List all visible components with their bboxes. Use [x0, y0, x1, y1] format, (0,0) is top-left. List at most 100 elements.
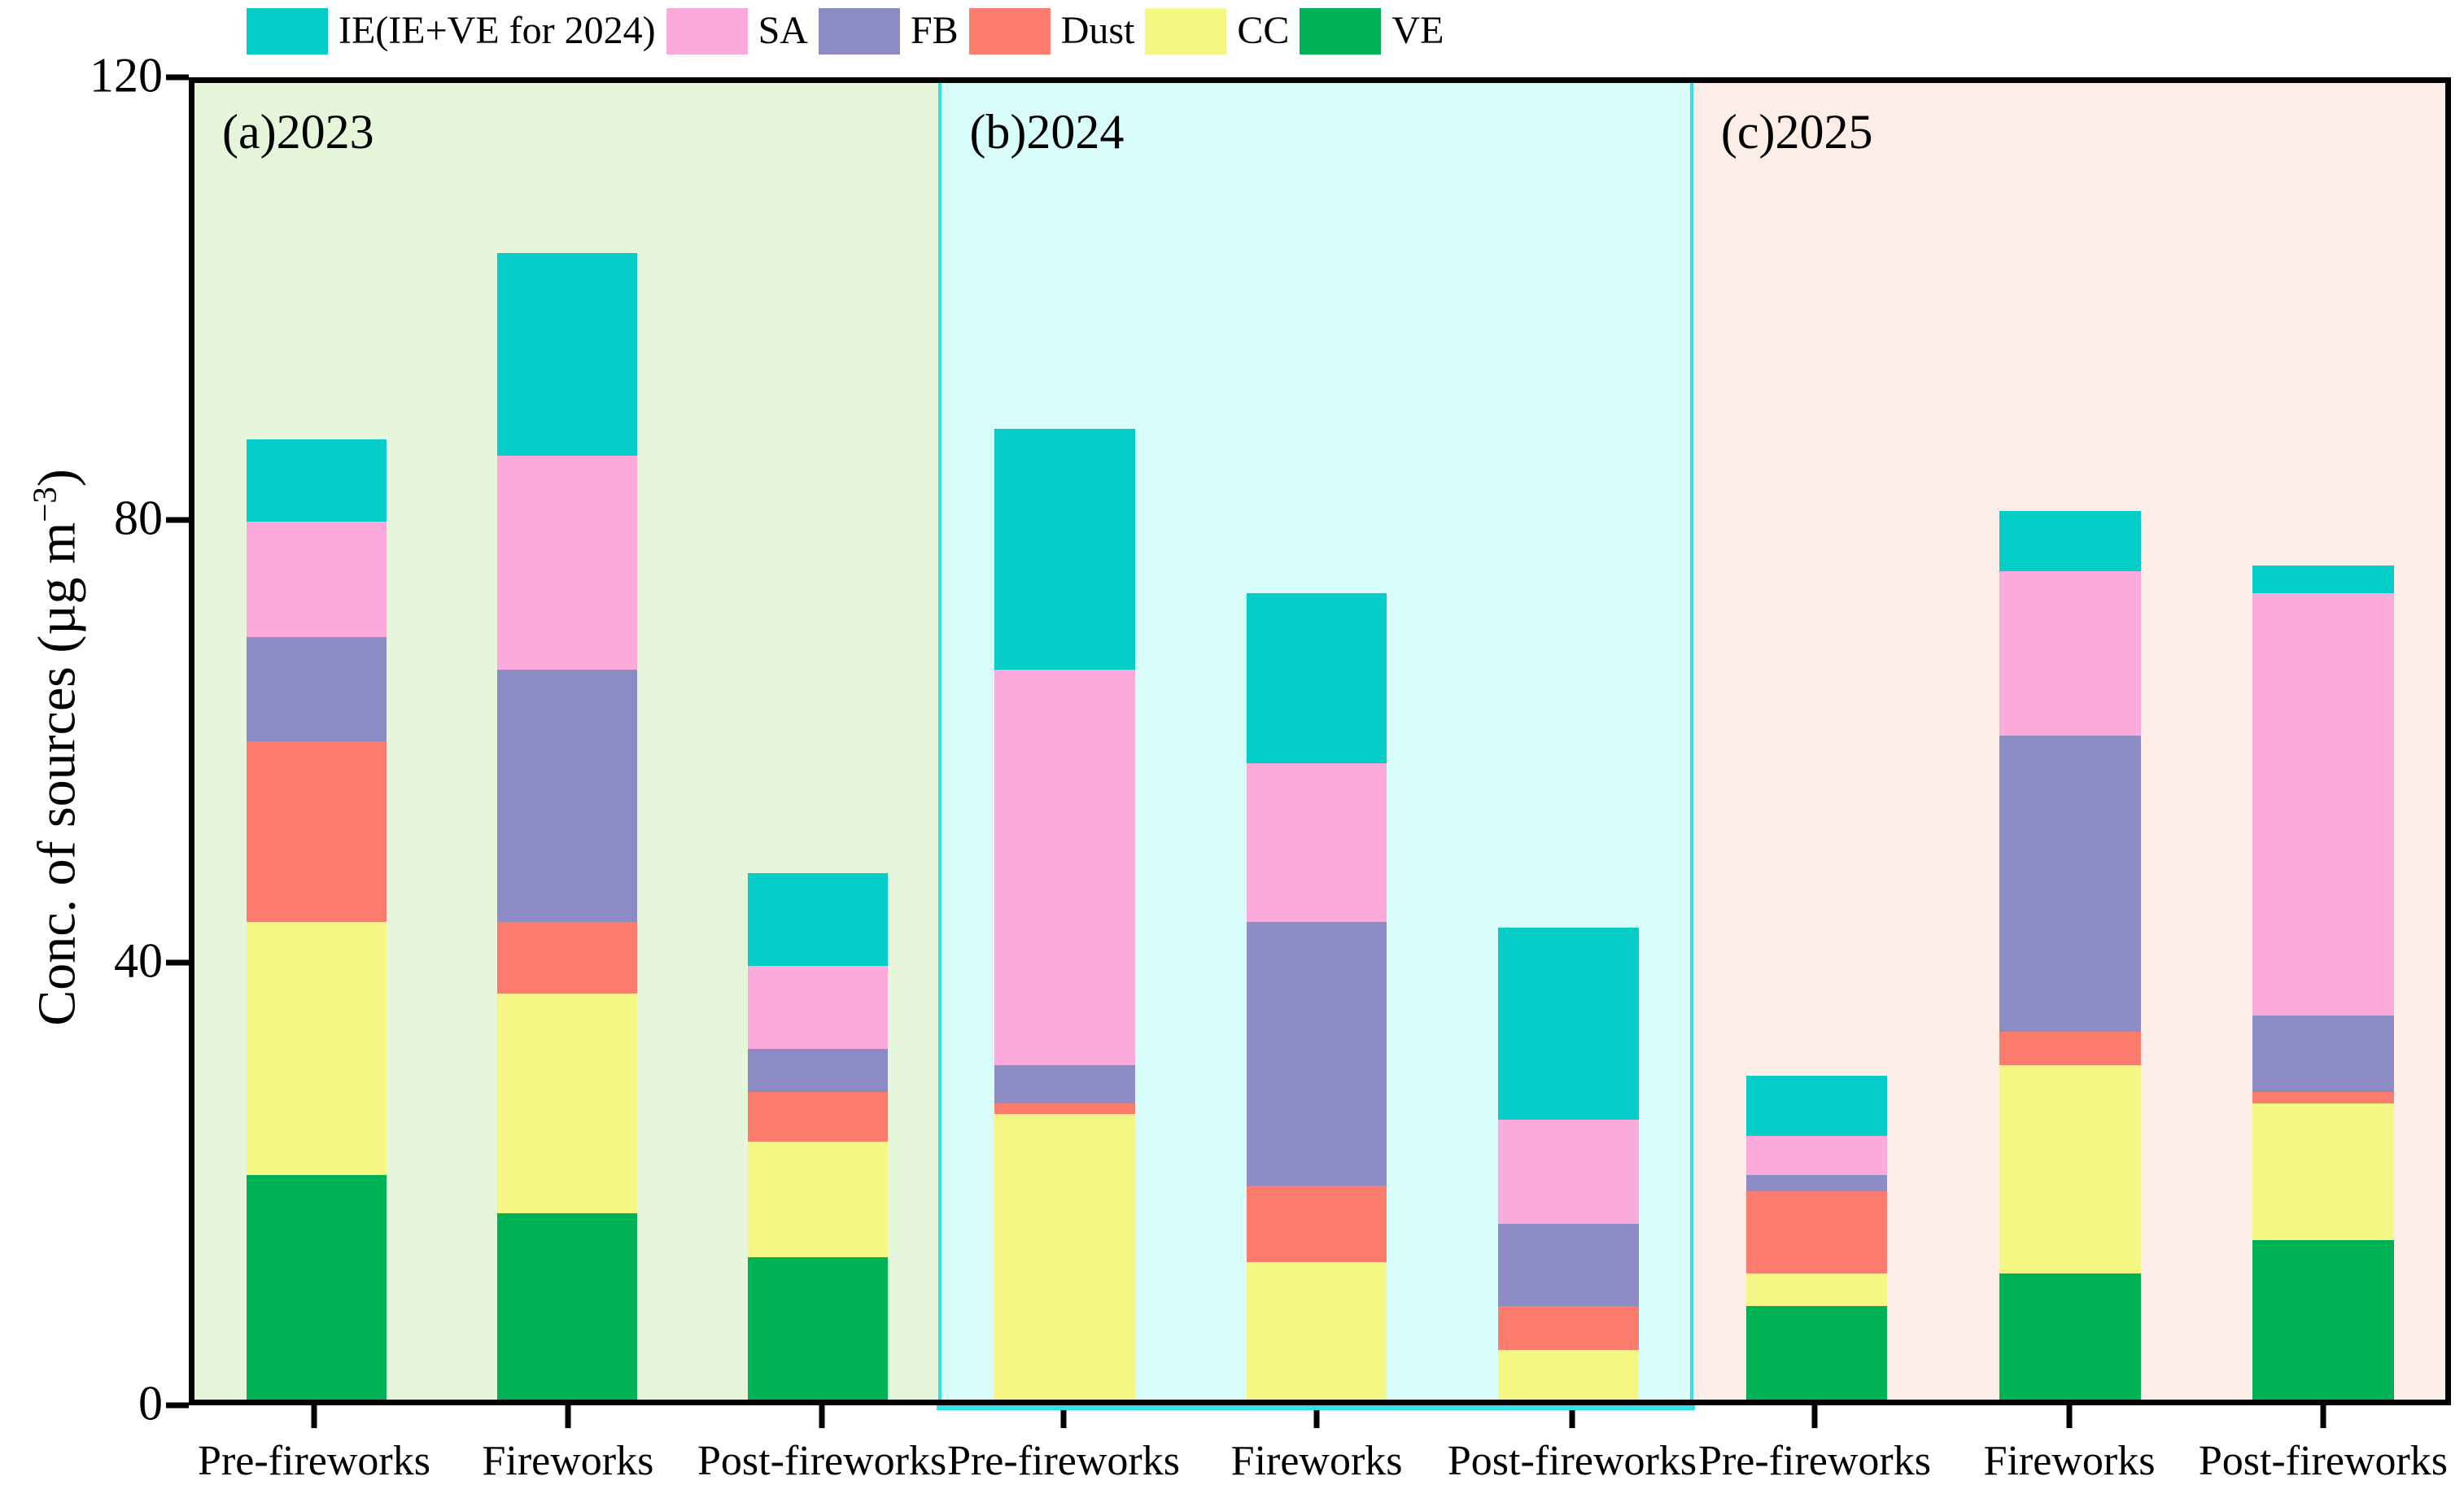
segment-VE-2023-post-fireworks: [748, 1256, 889, 1400]
segment-CC-2023-pre-fireworks: [247, 922, 387, 1175]
segment-VE-2025-fireworks: [1999, 1273, 2141, 1400]
segment-FB-2025-fireworks: [1999, 736, 2141, 1033]
cc-color-swatch: [1145, 7, 1227, 55]
ve-color-swatch: [1300, 7, 1382, 55]
legend-label-fb: FB: [910, 9, 959, 52]
y-tick-mark-120: [166, 74, 189, 81]
segment-Dust-2024-pre-fireworks: [994, 1103, 1135, 1115]
segment-CC-2023-fireworks: [497, 994, 638, 1213]
legend-item-dust: Dust: [968, 7, 1146, 55]
segment-FB-2023-fireworks: [497, 670, 638, 923]
segment-IE-2023-pre-fireworks: [247, 439, 387, 522]
segment-Dust-2024-post-fireworks: [1498, 1306, 1640, 1351]
y-tick-mark-80: [166, 517, 189, 523]
x-label-2024-post: Post-fireworks: [1447, 1438, 1697, 1484]
segment-SA-2025-post-fireworks: [2252, 592, 2395, 1016]
segment-VE-2023-pre-fireworks: [247, 1174, 387, 1400]
x-tick-2024-fire: [1313, 1405, 1320, 1428]
segment-VE-2025-pre-fireworks: [1745, 1306, 1888, 1400]
segment-IE-2024-pre-fireworks: [994, 428, 1135, 671]
x-tick-2024-pre: [1060, 1405, 1067, 1428]
segment-Dust-2023-pre-fireworks: [247, 740, 387, 923]
panel-2024: (b)2024: [938, 83, 1693, 1400]
segment-FB-2024-pre-fireworks: [994, 1064, 1135, 1103]
segment-Dust-2024-fireworks: [1246, 1186, 1387, 1263]
segment-SA-2023-post-fireworks: [748, 966, 889, 1049]
segment-Dust-2025-pre-fireworks: [1745, 1190, 1888, 1273]
segment-IE-2023-fireworks: [497, 253, 638, 456]
segment-CC-2025-fireworks: [1999, 1064, 2141, 1273]
x-label-2025-pre: Pre-fireworks: [1698, 1438, 1931, 1484]
segment-SA-2024-pre-fireworks: [994, 670, 1135, 1065]
segment-SA-2024-post-fireworks: [1498, 1120, 1640, 1225]
segment-SA-2023-pre-fireworks: [247, 522, 387, 637]
bar-2023-fireworks: [497, 253, 638, 1400]
segment-CC-2025-post-fireworks: [2252, 1103, 2395, 1241]
y-tick-label-120: 120: [90, 48, 163, 103]
segment-FB-2025-pre-fireworks: [1745, 1174, 1888, 1191]
segment-FB-2024-fireworks: [1246, 922, 1387, 1186]
segment-IE-2025-fireworks: [1999, 510, 2141, 572]
bar-2024-pre-fireworks: [994, 428, 1135, 1400]
panel-2025: (c)2025: [1693, 83, 2445, 1400]
bar-2025-fireworks: [1999, 510, 2141, 1400]
bar-2023-post-fireworks: [748, 872, 889, 1400]
panel-label-2024: (b)2024: [969, 105, 1125, 159]
segment-CC-2024-fireworks: [1246, 1262, 1387, 1400]
bar-2024-post-fireworks: [1498, 928, 1640, 1400]
segment-VE-2023-fireworks: [497, 1212, 638, 1400]
segment-FB-2023-post-fireworks: [748, 1048, 889, 1093]
bar-2023-pre-fireworks: [247, 439, 387, 1400]
segment-CC-2024-pre-fireworks: [994, 1114, 1135, 1400]
y-tick-mark-40: [166, 959, 189, 966]
segment-IE-2024-fireworks: [1246, 592, 1387, 763]
legend-item-ie: IE(IE+VE for 2024): [247, 7, 666, 55]
x-tick-2023-post: [819, 1405, 825, 1428]
y-tick-label-0: 0: [138, 1376, 163, 1431]
plot-area: (a)2023 (b)2024 (c)2025: [189, 77, 2451, 1405]
segment-FB-2024-post-fireworks: [1498, 1224, 1640, 1307]
x-tick-2025-pre: [1811, 1405, 1818, 1428]
x-label-2025-post: Post-fireworks: [2198, 1438, 2449, 1484]
segment-CC-2023-post-fireworks: [748, 1142, 889, 1257]
panel-label-2023: (a)2023: [222, 105, 374, 159]
segment-IE-2025-post-fireworks: [2252, 566, 2395, 593]
sa-color-swatch: [666, 7, 748, 55]
segment-FB-2023-pre-fireworks: [247, 636, 387, 741]
x-tick-2023-pre: [311, 1405, 317, 1428]
segment-Dust-2025-post-fireworks: [2252, 1092, 2395, 1103]
legend-label-cc: CC: [1237, 9, 1290, 52]
legend-item-cc: CC: [1145, 7, 1300, 55]
segment-CC-2024-post-fireworks: [1498, 1350, 1640, 1400]
bar-2024-fireworks: [1246, 592, 1387, 1400]
segment-SA-2024-fireworks: [1246, 762, 1387, 923]
segment-SA-2025-pre-fireworks: [1745, 1136, 1888, 1175]
legend-item-ve: VE: [1300, 7, 1454, 55]
segment-IE-2025-pre-fireworks: [1745, 1076, 1888, 1137]
x-label-2023-pre: Pre-fireworks: [198, 1438, 430, 1484]
bar-2025-pre-fireworks: [1745, 1076, 1888, 1400]
panel-label-2025: (c)2025: [1720, 105, 1873, 159]
x-label-2023-post: Post-fireworks: [697, 1438, 947, 1484]
legend-item-sa: SA: [666, 7, 819, 55]
x-tick-2024-post: [1569, 1405, 1575, 1428]
segment-VE-2025-post-fireworks: [2252, 1240, 2395, 1400]
y-tick-mark-0: [166, 1402, 189, 1409]
segment-Dust-2025-fireworks: [1999, 1032, 2141, 1065]
segment-SA-2023-fireworks: [497, 456, 638, 671]
segment-IE-2023-post-fireworks: [748, 872, 889, 967]
x-tick-2025-post: [2320, 1405, 2326, 1428]
x-tick-2023-fire: [565, 1405, 571, 1428]
segment-CC-2025-pre-fireworks: [1745, 1273, 1888, 1307]
segment-SA-2025-fireworks: [1999, 571, 2141, 736]
panel-2024-border-underline: [937, 1405, 1695, 1410]
legend-label-ve: VE: [1391, 9, 1444, 52]
segment-FB-2025-post-fireworks: [2252, 1016, 2395, 1093]
segment-IE-2024-post-fireworks: [1498, 928, 1640, 1120]
legend-label-dust: Dust: [1060, 9, 1135, 52]
segment-Dust-2023-fireworks: [497, 922, 638, 994]
x-label-2025-fire: Fireworks: [1983, 1438, 2156, 1484]
legend-item-fb: FB: [818, 7, 969, 55]
x-label-2024-fire: Fireworks: [1230, 1438, 1403, 1484]
